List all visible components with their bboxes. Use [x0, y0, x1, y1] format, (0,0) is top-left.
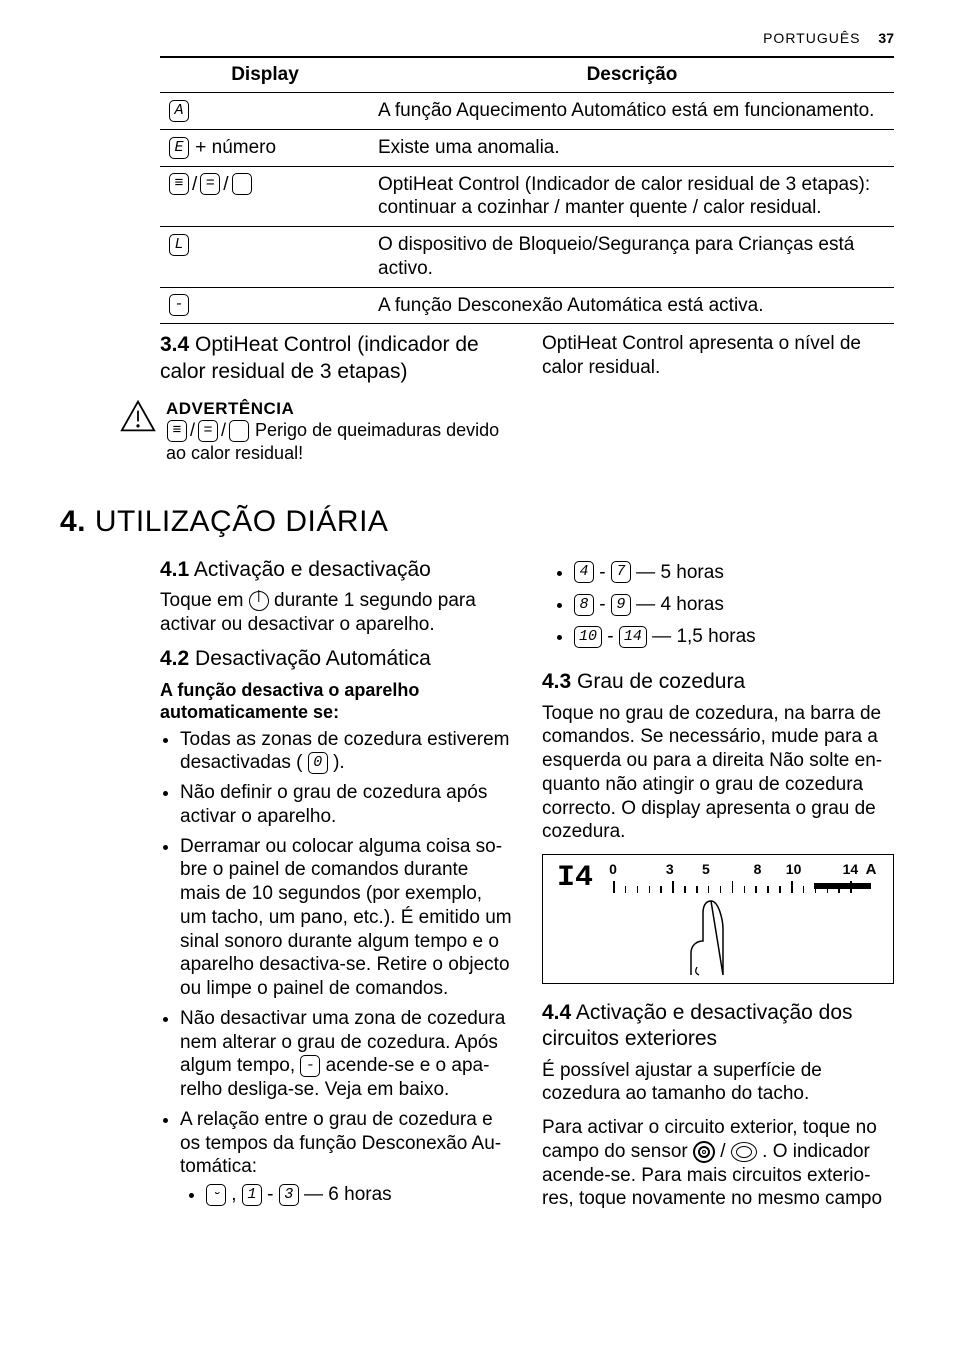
section-4-2-heading: 4.2 Desactivação Automática	[160, 646, 512, 672]
list-item: Derramar ou colocar alguma coisa so­bre …	[180, 835, 512, 1001]
display-icon: 8	[574, 594, 594, 616]
list-item: 10 - 14 — 1,5 horas	[574, 621, 894, 653]
list-item: A relação entre o grau de cozedura e os …	[180, 1108, 512, 1207]
display-icon: -	[169, 294, 189, 316]
display-icon: ⏑	[206, 1184, 226, 1206]
display-icon: 4	[574, 561, 594, 583]
section-3-4-text: OptiHeat Control apresenta o nível de ca…	[542, 332, 894, 380]
table-row: ≡/=/ OptiHeat Control (Indicador de calo…	[160, 166, 894, 227]
section-4-3-body: Toque no grau de cozedura, na barra de c…	[542, 702, 894, 845]
slider-display-value: I4	[557, 861, 593, 895]
list-item: ⏑ , 1 - 3 — 6 horas	[206, 1183, 512, 1207]
display-icon: 3	[279, 1184, 299, 1206]
list-item: Não definir o grau de cozedura após acti…	[180, 781, 512, 829]
heat-icon-3: ≡	[167, 420, 187, 442]
chapter-4-heading: 4. UTILIZAÇÃO DIÁRIA	[60, 505, 894, 539]
table-cell-desc: Existe uma anomalia.	[370, 129, 894, 166]
display-icon	[232, 173, 252, 195]
table-cell-display: ≡/=/	[160, 166, 370, 227]
table-cell-display: E + número	[160, 129, 370, 166]
section-4-4-p1: É possível ajustar a superfície de cozed…	[542, 1059, 894, 1107]
display-icon: E	[169, 137, 189, 159]
scale-label: A	[866, 861, 877, 878]
list-item: 4 - 7 — 5 horas	[574, 557, 894, 589]
display-icon: L	[169, 234, 189, 256]
page: PORTUGUÊS 37 Display Descrição AA função…	[0, 0, 954, 1261]
section-3-4-heading: 3.4 OptiHeat Control (indicador de calor…	[160, 332, 512, 385]
table-cell-display: L	[160, 227, 370, 288]
section-4-3-heading: 4.3 Grau de cozedura	[542, 669, 894, 695]
section-4-2-lead: A função desactiva o aparelho automatica…	[160, 679, 512, 724]
heat-icon-2: =	[198, 420, 218, 442]
display-icon: 0	[308, 752, 328, 774]
section-4-4-heading: 4.4 Activação e desactivação dos circuit…	[542, 1000, 894, 1053]
scale-label: 14	[843, 861, 859, 877]
warning-text: ≡/=/ Perigo de queima­duras devido ao ca…	[166, 419, 512, 465]
table-cell-display: -	[160, 287, 370, 324]
section-4-2-list: Todas as zonas de cozedura estiverem des…	[160, 728, 512, 1207]
ring-double-icon	[693, 1141, 715, 1163]
scale-label: 8	[754, 861, 762, 877]
scale-label: 10	[786, 861, 802, 877]
table-cell-desc: OptiHeat Control (Indicador de calor res…	[370, 166, 894, 227]
scale-label: 0	[609, 861, 617, 877]
table-row: E + númeroExiste uma anomalia.	[160, 129, 894, 166]
display-icon: 10	[574, 626, 602, 648]
display-icon: 14	[619, 626, 647, 648]
finger-icon	[683, 899, 753, 977]
slider-scale: 03581014A	[613, 865, 871, 895]
list-item: Todas as zonas de cozedura estiverem des…	[180, 728, 512, 776]
table-cell-desc: A função Desconexão Automática está acti…	[370, 287, 894, 324]
power-icon	[249, 591, 269, 611]
right-column: 4 - 7 — 5 horas8 - 9 — 4 horas10 - 14 — …	[542, 557, 894, 1222]
scale-label: 5	[702, 861, 710, 877]
list-item: Não desactivar uma zona de cozedura nem …	[180, 1007, 512, 1102]
section-4-4-p2: Para activar o circuito exterior, toque …	[542, 1116, 894, 1211]
display-table: Display Descrição A A função Aquecimento …	[160, 56, 894, 324]
display-icon: -	[300, 1055, 320, 1077]
table-row: A A função Aquecimento Automático está em…	[160, 93, 894, 130]
section-4-1-body: Toque em durante 1 segundo para activar …	[160, 589, 512, 637]
table-cell-display: A	[160, 93, 370, 130]
table-row: - A função Desconexão Automática está act…	[160, 287, 894, 324]
header-page-number: 37	[878, 30, 894, 46]
table-header-display: Display	[160, 57, 370, 93]
table-cell-desc: A função Aquecimento Automático está em …	[370, 93, 894, 130]
display-icon: ≡	[169, 173, 189, 195]
slider-bar-fill	[814, 883, 871, 889]
warning-title: ADVERTÊNCIA	[166, 399, 512, 419]
ring-oval-icon	[731, 1142, 757, 1162]
warning-icon	[120, 399, 156, 438]
display-icon: A	[169, 100, 189, 122]
header-language: PORTUGUÊS	[763, 30, 860, 46]
section-4-1-heading: 4.1 Activação e desactivação	[160, 557, 512, 583]
time-bullets: 4 - 7 — 5 horas8 - 9 — 4 horas10 - 14 — …	[542, 557, 894, 654]
heat-icon-1	[229, 420, 249, 442]
display-icon: 7	[611, 561, 631, 583]
left-column: 4.1 Activação e desactivação Toque em du…	[160, 557, 512, 1222]
warning-block: ADVERTÊNCIA ≡/=/ Perigo de queima­duras …	[120, 399, 512, 465]
table-header-desc: Descrição	[370, 57, 894, 93]
table-cell-desc: O dispositivo de Bloqueio/Segurança para…	[370, 227, 894, 288]
slider-figure: I4 03581014A	[542, 854, 894, 984]
display-icon: =	[200, 173, 220, 195]
list-item: 8 - 9 — 4 horas	[574, 589, 894, 621]
page-header: PORTUGUÊS 37	[60, 30, 894, 46]
display-icon: 9	[611, 594, 631, 616]
scale-label: 3	[666, 861, 674, 877]
table-row: L O dispositivo de Bloqueio/Segurança par…	[160, 227, 894, 288]
section-3-4-row: 3.4 OptiHeat Control (indicador de calor…	[160, 332, 894, 464]
display-icon: 1	[242, 1184, 262, 1206]
